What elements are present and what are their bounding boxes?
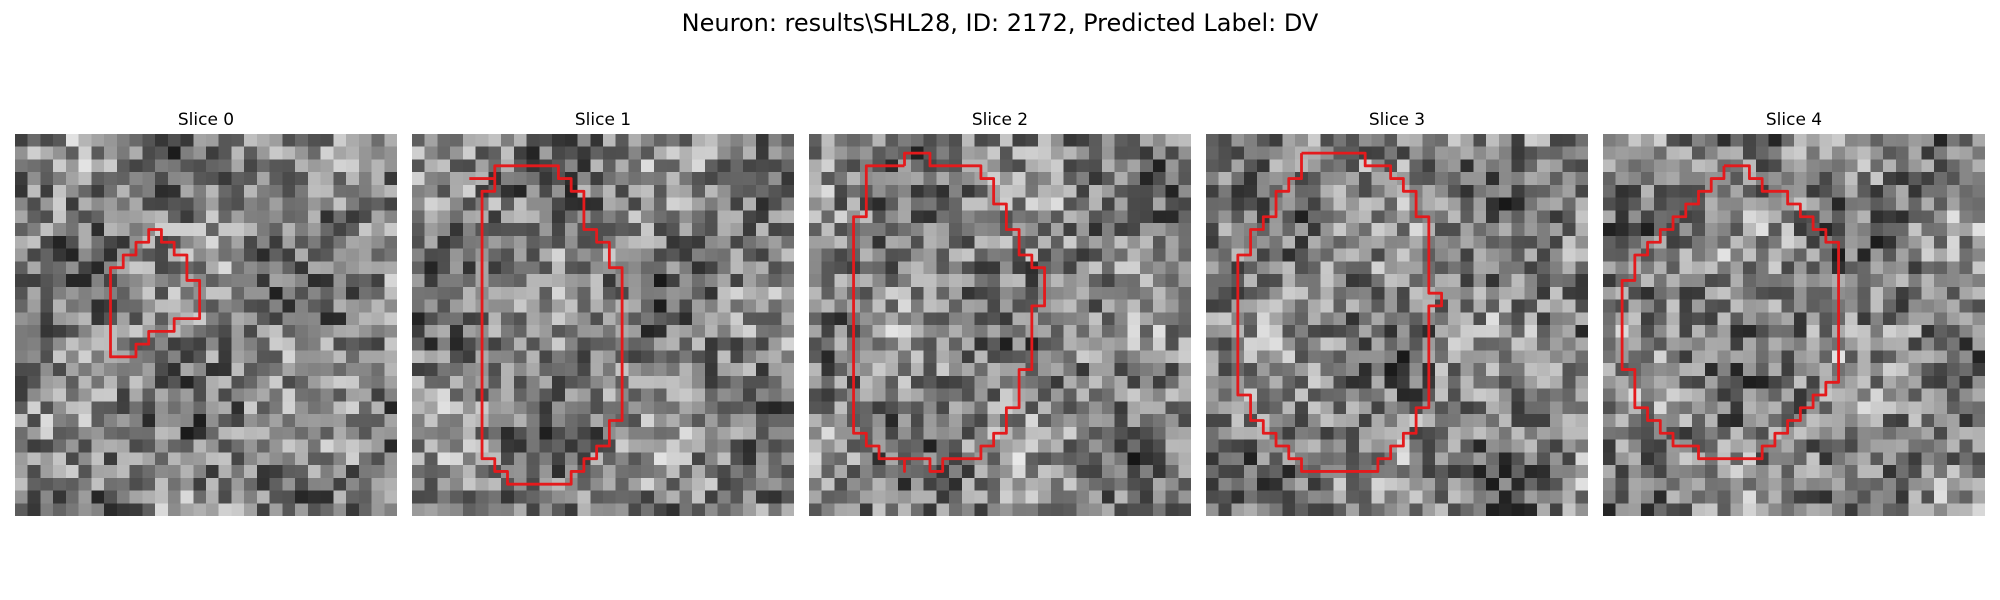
slice-title: Slice 4 (1765, 110, 1823, 130)
roi-outline (852, 151, 1046, 473)
slice-image (412, 134, 794, 516)
slice-title: Slice 1 (574, 110, 632, 130)
pixel-texture (1206, 134, 1588, 516)
slice-image (1206, 134, 1588, 516)
pixel-texture (412, 134, 794, 516)
slice-title: Slice 3 (1368, 110, 1426, 130)
roi-outline (469, 164, 624, 486)
pixel-texture (15, 134, 397, 516)
roi-outline (109, 228, 202, 359)
slice-title: Slice 2 (971, 110, 1029, 130)
roi-outline (1620, 164, 1840, 461)
figure-title: Neuron: results\SHL28, ID: 2172, Predict… (681, 9, 1319, 37)
pixel-texture (809, 134, 1191, 516)
slice-image (1603, 134, 1985, 516)
roi-outline (1236, 151, 1443, 473)
slice-image (809, 134, 1191, 516)
slice-title: Slice 0 (177, 110, 235, 130)
slice-image (15, 134, 397, 516)
pixel-texture (1603, 134, 1985, 516)
